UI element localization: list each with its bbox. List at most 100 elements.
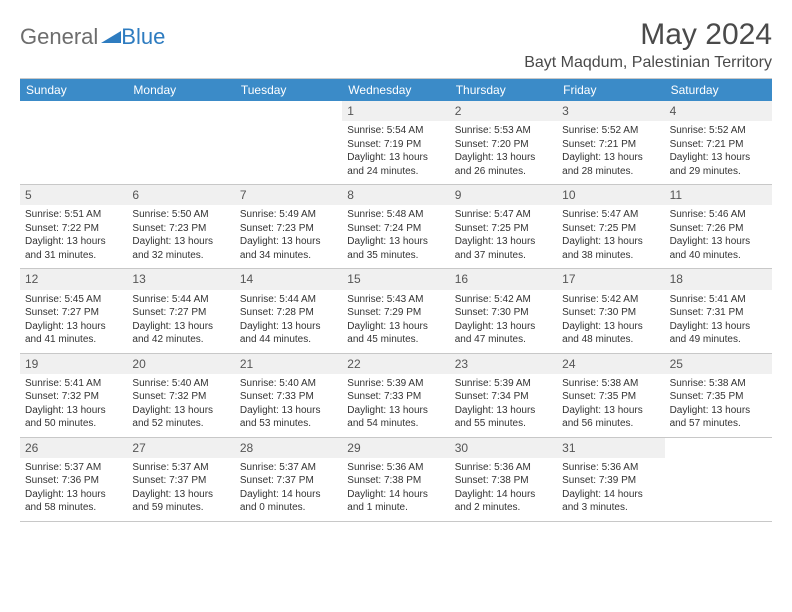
sunset-line: Sunset: 7:37 PM	[132, 474, 229, 488]
daylight-line: Daylight: 13 hours and 50 minutes.	[25, 404, 122, 431]
sunrise-line: Sunrise: 5:46 AM	[670, 208, 767, 222]
sunrise-line: Sunrise: 5:39 AM	[455, 377, 552, 391]
daylight-line: Daylight: 14 hours and 2 minutes.	[455, 488, 552, 515]
sunrise-line: Sunrise: 5:47 AM	[455, 208, 552, 222]
sunset-line: Sunset: 7:25 PM	[455, 222, 552, 236]
day-number: 24	[557, 354, 664, 374]
day-number: 3	[557, 101, 664, 121]
calendar-grid: SundayMondayTuesdayWednesdayThursdayFrid…	[20, 78, 772, 522]
logo-text-general: General	[20, 24, 98, 50]
day-number: 7	[235, 185, 342, 205]
day-number: 30	[450, 438, 557, 458]
daylight-line: Daylight: 13 hours and 45 minutes.	[347, 320, 444, 347]
sunrise-line: Sunrise: 5:38 AM	[562, 377, 659, 391]
sunset-line: Sunset: 7:21 PM	[562, 138, 659, 152]
daylight-line: Daylight: 13 hours and 49 minutes.	[670, 320, 767, 347]
day-cell: 25Sunrise: 5:38 AMSunset: 7:35 PMDayligh…	[665, 354, 772, 438]
weekday-header: Wednesday	[342, 79, 449, 101]
day-cell: 11Sunrise: 5:46 AMSunset: 7:26 PMDayligh…	[665, 185, 772, 269]
sunset-line: Sunset: 7:20 PM	[455, 138, 552, 152]
sunset-line: Sunset: 7:29 PM	[347, 306, 444, 320]
sunrise-line: Sunrise: 5:42 AM	[455, 293, 552, 307]
day-cell: 29Sunrise: 5:36 AMSunset: 7:38 PMDayligh…	[342, 438, 449, 522]
sunset-line: Sunset: 7:28 PM	[240, 306, 337, 320]
day-number: 26	[20, 438, 127, 458]
day-cell: 30Sunrise: 5:36 AMSunset: 7:38 PMDayligh…	[450, 438, 557, 522]
sunset-line: Sunset: 7:38 PM	[347, 474, 444, 488]
day-cell: 14Sunrise: 5:44 AMSunset: 7:28 PMDayligh…	[235, 269, 342, 353]
weekday-header: Monday	[127, 79, 234, 101]
daylight-line: Daylight: 13 hours and 44 minutes.	[240, 320, 337, 347]
day-cell: 2 Sunrise: 5:53 AMSunset: 7:20 PMDaylight…	[450, 101, 557, 185]
day-cell: 31 Sunrise: 5:36 AMSunset: 7:39 PMDayligh…	[557, 438, 664, 522]
logo-text-blue: Blue	[121, 24, 165, 50]
day-number: 28	[235, 438, 342, 458]
sunrise-line: Sunrise: 5:51 AM	[25, 208, 122, 222]
day-number: 21	[235, 354, 342, 374]
weekday-header: Friday	[557, 79, 664, 101]
daylight-line: Daylight: 13 hours and 38 minutes.	[562, 235, 659, 262]
sunrise-line: Sunrise: 5:45 AM	[25, 293, 122, 307]
day-cell: 20Sunrise: 5:40 AMSunset: 7:32 PMDayligh…	[127, 354, 234, 438]
sunset-line: Sunset: 7:22 PM	[25, 222, 122, 236]
day-number: 31	[557, 438, 664, 458]
sunset-line: Sunset: 7:35 PM	[670, 390, 767, 404]
daylight-line: Daylight: 13 hours and 34 minutes.	[240, 235, 337, 262]
daylight-line: Daylight: 13 hours and 29 minutes.	[670, 151, 767, 178]
sunset-line: Sunset: 7:33 PM	[240, 390, 337, 404]
triangle-icon	[101, 27, 121, 48]
day-cell: 3Sunrise: 5:52 AMSunset: 7:21 PMDaylight…	[557, 101, 664, 185]
day-cell: 10Sunrise: 5:47 AMSunset: 7:25 PMDayligh…	[557, 185, 664, 269]
day-cell: 27Sunrise: 5:37 AMSunset: 7:37 PMDayligh…	[127, 438, 234, 522]
day-number: 22	[342, 354, 449, 374]
daylight-line: Daylight: 13 hours and 35 minutes.	[347, 235, 444, 262]
sunrise-line: Sunrise: 5:52 AM	[670, 124, 767, 138]
sunset-line: Sunset: 7:34 PM	[455, 390, 552, 404]
day-cell: 24Sunrise: 5:38 AMSunset: 7:35 PMDayligh…	[557, 354, 664, 438]
day-cell: 17Sunrise: 5:42 AMSunset: 7:30 PMDayligh…	[557, 269, 664, 353]
sunset-line: Sunset: 7:25 PM	[562, 222, 659, 236]
daylight-line: Daylight: 13 hours and 32 minutes.	[132, 235, 229, 262]
sunset-line: Sunset: 7:21 PM	[670, 138, 767, 152]
daylight-line: Daylight: 13 hours and 26 minutes.	[455, 151, 552, 178]
daylight-line: Daylight: 13 hours and 40 minutes.	[670, 235, 767, 262]
daylight-line: Daylight: 13 hours and 48 minutes.	[562, 320, 659, 347]
sunrise-line: Sunrise: 5:53 AM	[455, 124, 552, 138]
day-number: 16	[450, 269, 557, 289]
sunrise-line: Sunrise: 5:48 AM	[347, 208, 444, 222]
day-cell: 19Sunrise: 5:41 AMSunset: 7:32 PMDayligh…	[20, 354, 127, 438]
daylight-line: Daylight: 14 hours and 3 minutes.	[562, 488, 659, 515]
sunrise-line: Sunrise: 5:37 AM	[132, 461, 229, 475]
day-number: 2	[450, 101, 557, 121]
day-cell: 7Sunrise: 5:49 AMSunset: 7:23 PMDaylight…	[235, 185, 342, 269]
sunrise-line: Sunrise: 5:47 AM	[562, 208, 659, 222]
day-number: 11	[665, 185, 772, 205]
day-cell: 15Sunrise: 5:43 AMSunset: 7:29 PMDayligh…	[342, 269, 449, 353]
day-number: 8	[342, 185, 449, 205]
weekday-header: Tuesday	[235, 79, 342, 101]
day-cell: 4Sunrise: 5:52 AMSunset: 7:21 PMDaylight…	[665, 101, 772, 185]
day-cell: 22Sunrise: 5:39 AMSunset: 7:33 PMDayligh…	[342, 354, 449, 438]
daylight-line: Daylight: 13 hours and 41 minutes.	[25, 320, 122, 347]
sunset-line: Sunset: 7:32 PM	[132, 390, 229, 404]
logo: General Blue	[20, 18, 165, 50]
title-block: May 2024 Bayt Maqdum, Palestinian Territ…	[524, 18, 772, 72]
sunrise-line: Sunrise: 5:36 AM	[455, 461, 552, 475]
sunrise-line: Sunrise: 5:40 AM	[240, 377, 337, 391]
sunrise-line: Sunrise: 5:41 AM	[25, 377, 122, 391]
sunset-line: Sunset: 7:39 PM	[562, 474, 659, 488]
daylight-line: Daylight: 13 hours and 37 minutes.	[455, 235, 552, 262]
page-title: May 2024	[524, 18, 772, 52]
sunset-line: Sunset: 7:30 PM	[455, 306, 552, 320]
day-cell: 18Sunrise: 5:41 AMSunset: 7:31 PMDayligh…	[665, 269, 772, 353]
sunrise-line: Sunrise: 5:38 AM	[670, 377, 767, 391]
day-number: 20	[127, 354, 234, 374]
sunset-line: Sunset: 7:35 PM	[562, 390, 659, 404]
day-cell: 26Sunrise: 5:37 AMSunset: 7:36 PMDayligh…	[20, 438, 127, 522]
empty-cell	[20, 101, 127, 185]
sunrise-line: Sunrise: 5:43 AM	[347, 293, 444, 307]
day-cell: 13Sunrise: 5:44 AMSunset: 7:27 PMDayligh…	[127, 269, 234, 353]
sunrise-line: Sunrise: 5:36 AM	[562, 461, 659, 475]
header: General Blue May 2024 Bayt Maqdum, Pales…	[20, 18, 772, 72]
day-number: 12	[20, 269, 127, 289]
